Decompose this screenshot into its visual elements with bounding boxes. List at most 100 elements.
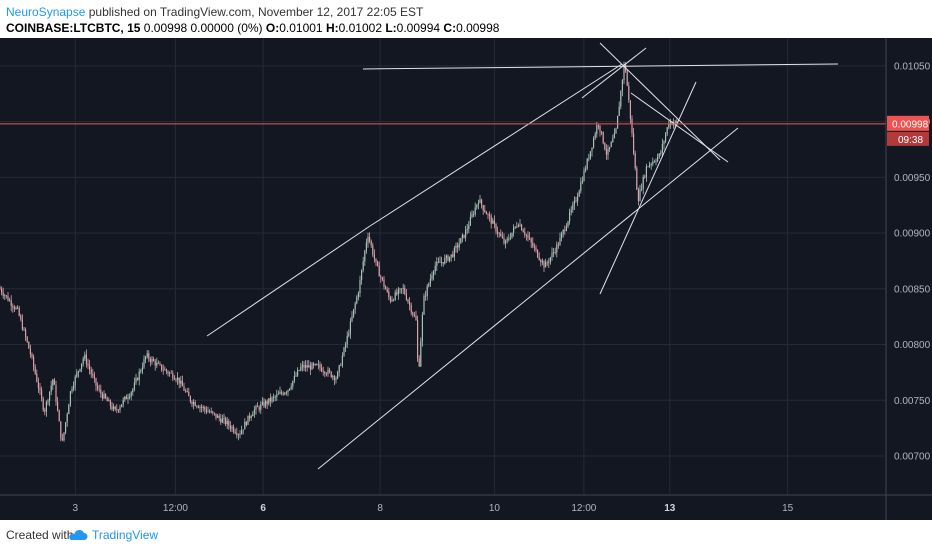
candle-body	[23, 329, 25, 331]
candle-body	[0, 288, 1, 290]
candle-body	[20, 315, 22, 320]
candle-body	[527, 235, 529, 238]
candle-body	[626, 71, 628, 86]
candle-body	[60, 421, 62, 439]
candle-body	[196, 405, 198, 407]
candle-body	[377, 261, 379, 266]
candle-body	[135, 378, 137, 383]
candle-body	[338, 365, 340, 372]
candle-body	[76, 372, 78, 377]
candle-body	[548, 262, 550, 263]
candle-body	[407, 299, 409, 303]
candle-body	[218, 415, 220, 419]
trend-line	[599, 42, 721, 161]
candle-body	[324, 371, 326, 374]
price-tick-label: 0.00950	[894, 173, 931, 184]
candle-body	[389, 297, 391, 302]
candle-body	[209, 411, 211, 413]
candle-body	[359, 280, 361, 294]
candle-body	[111, 406, 113, 410]
candle-body	[498, 233, 500, 235]
candle-body	[650, 164, 652, 165]
candle-body	[237, 434, 239, 436]
candle-body	[44, 409, 46, 412]
candle-body	[279, 392, 281, 394]
candle-body	[602, 131, 604, 144]
candle-body	[476, 204, 478, 208]
candle-body	[479, 199, 481, 203]
candle-body	[637, 189, 639, 201]
candle-body	[393, 299, 395, 301]
time-axis[interactable]: 3 12:00 6 8 10 12:00 13 15	[73, 503, 794, 514]
candle-body	[85, 354, 87, 364]
candle-body	[516, 226, 518, 228]
candle-body	[39, 388, 41, 391]
candle-body	[274, 396, 276, 398]
candle-body	[589, 151, 591, 159]
candle-body	[1, 288, 3, 293]
trend-line	[581, 47, 647, 99]
candle-body	[65, 422, 67, 433]
price-change: 0.00998 0.00000 (0%)	[140, 21, 263, 35]
candle-body	[509, 237, 511, 239]
candle-body	[495, 224, 497, 232]
chart-area[interactable]: 0.00700 0.00750 0.00800 0.00850 0.00900 0.009…	[0, 38, 932, 520]
candle-body	[665, 134, 667, 142]
candle-body	[121, 404, 123, 408]
tradingview-cloud-icon[interactable]	[68, 528, 88, 542]
candle-body	[469, 217, 471, 226]
candle-body	[562, 229, 564, 234]
author-link[interactable]: NeuroSynapse	[6, 5, 86, 19]
symbol-label[interactable]: COINBASE:LTCBTC, 15	[6, 21, 141, 35]
candle-body	[95, 378, 97, 386]
candle-body	[629, 100, 631, 119]
candle-body	[553, 252, 555, 253]
candle-body	[460, 238, 462, 244]
candle-body	[353, 309, 355, 317]
open-label: O:	[262, 21, 280, 35]
candle-body	[252, 413, 254, 417]
candle-body	[567, 221, 569, 227]
candle-body	[17, 307, 19, 309]
candle-body	[57, 401, 59, 411]
trend-lines[interactable]	[206, 42, 839, 470]
candle-body	[146, 353, 148, 357]
candle-body	[348, 333, 350, 336]
candle-body	[73, 385, 75, 389]
candle-body	[81, 363, 83, 369]
trend-line	[206, 225, 371, 337]
candle-body	[623, 64, 625, 81]
candle-body	[364, 250, 366, 262]
candle-body	[116, 409, 118, 410]
candle-body	[258, 407, 260, 410]
candle-body	[642, 176, 644, 189]
candle-body	[572, 204, 574, 210]
candle-body	[503, 237, 505, 244]
candle-body	[530, 238, 532, 243]
candle-body	[68, 404, 70, 415]
tradingview-brand-link[interactable]: TradingView	[92, 528, 159, 542]
price-chart[interactable]: 0.00700 0.00750 0.00800 0.00850 0.00900 0.009…	[0, 38, 932, 520]
candle-body	[177, 377, 179, 380]
candle-body	[53, 379, 55, 385]
candle-body	[341, 355, 343, 366]
candle-body	[633, 133, 635, 154]
candle-body	[220, 418, 222, 423]
candle-body	[522, 230, 524, 233]
candle-body	[295, 375, 297, 377]
time-tick-label: 3	[73, 503, 79, 514]
candle-body	[455, 245, 457, 248]
candle-body	[466, 228, 468, 231]
candle-body	[332, 376, 334, 378]
candle-body	[453, 247, 455, 257]
candle-body	[477, 202, 479, 205]
candle-body	[253, 409, 255, 414]
candle-body	[285, 392, 287, 394]
candle-body	[271, 397, 273, 402]
candle-body	[205, 409, 207, 412]
candle-body	[290, 386, 292, 389]
candle-body	[559, 237, 561, 246]
candle-body	[346, 335, 348, 345]
candle-body	[357, 293, 359, 297]
candle-body	[570, 209, 572, 213]
